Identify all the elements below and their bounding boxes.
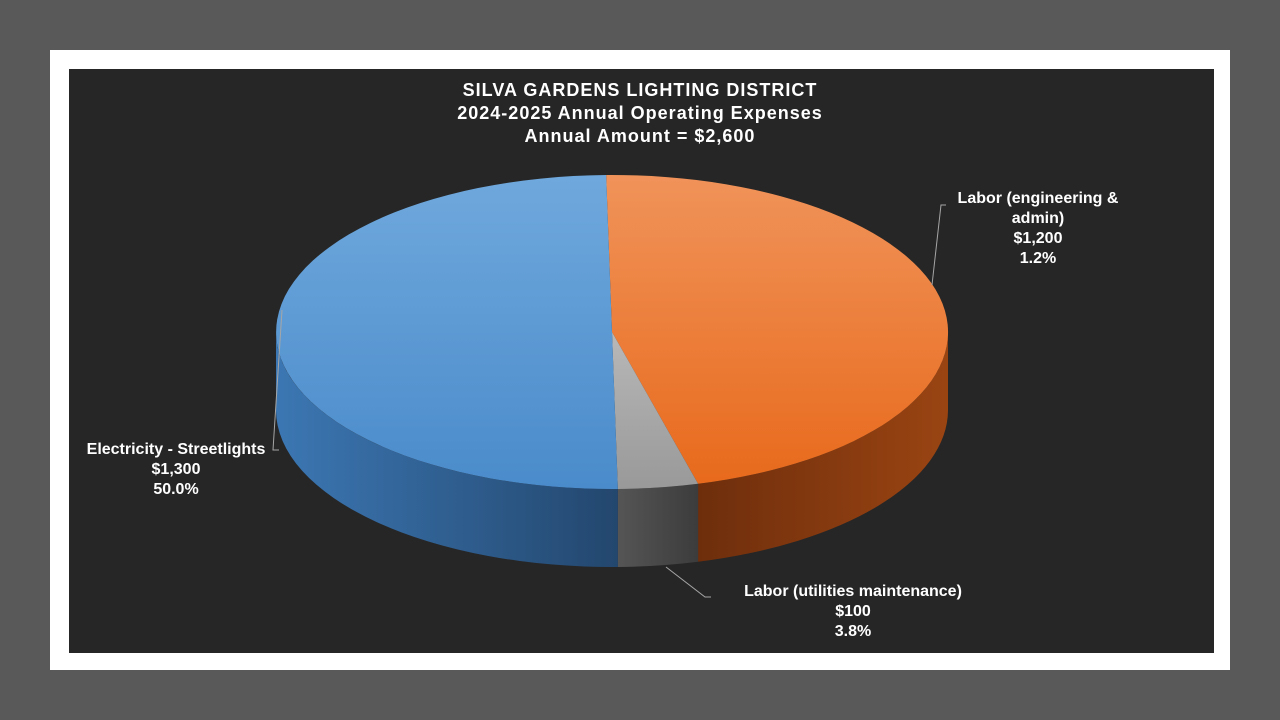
- slice-percent-electricity: 50.0%: [153, 481, 198, 498]
- leader-line-electricity: [272, 309, 283, 451]
- chart-title-line-3: Annual Amount = $2,600: [525, 126, 756, 146]
- slice-value-utilities-maintenance: $100: [835, 603, 871, 620]
- leader-lines: [272, 204, 946, 598]
- leader-line-engineering-admin: [931, 204, 946, 286]
- chart-title-line-2: 2024-2025 Annual Operating Expenses: [457, 103, 822, 123]
- slice-percent-utilities-maintenance: 3.8%: [835, 623, 871, 640]
- pie-slice-utilities-maintenance: [612, 332, 699, 489]
- leader-line-utilities-maintenance: [665, 566, 711, 598]
- slice-label-electricity: Electricity - Streetlights $1,300 50.0%: [87, 441, 266, 498]
- slice-percent-engineering-admin: 1.2%: [1020, 250, 1056, 267]
- slice-value-engineering-admin: $1,200: [1014, 230, 1063, 247]
- slice-name-utilities-maintenance: Labor (utilities maintenance): [744, 583, 962, 600]
- pie-side-utilities-maintenance: [617, 483, 699, 567]
- pie-side-electricity: [276, 332, 618, 568]
- slice-value-electricity: $1,300: [152, 461, 201, 478]
- pie-side-engineering-admin: [698, 332, 948, 562]
- slice-name-engineering-admin-line-2: admin): [1012, 210, 1064, 227]
- pie-body: [276, 174, 949, 568]
- slice-name-electricity: Electricity - Streetlights: [87, 441, 266, 458]
- pie-slice-engineering-admin: [606, 174, 949, 484]
- slice-label-engineering-admin: Labor (engineering & admin) $1,200 1.2%: [958, 190, 1119, 267]
- slice-label-utilities-maintenance: Labor (utilities maintenance) $100 3.8%: [744, 583, 962, 640]
- chart-title-line-1: SILVA GARDENS LIGHTING DISTRICT: [463, 80, 818, 100]
- slice-name-engineering-admin-line-1: Labor (engineering &: [958, 190, 1119, 207]
- pie-slice-electricity: [276, 175, 618, 490]
